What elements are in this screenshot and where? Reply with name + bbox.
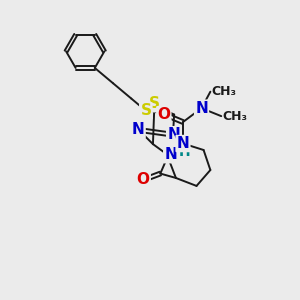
Text: S: S [149,96,160,111]
Text: S: S [140,103,152,118]
Text: N: N [167,127,180,142]
Text: N: N [164,147,177,162]
Text: S: S [140,103,152,118]
Text: O: O [137,172,150,187]
Text: N: N [177,136,189,151]
Text: H: H [178,146,190,159]
Text: N: N [132,122,145,137]
Text: CH₃: CH₃ [212,85,237,98]
Text: O: O [157,107,170,122]
Text: CH₃: CH₃ [223,110,248,123]
Text: N: N [195,101,208,116]
